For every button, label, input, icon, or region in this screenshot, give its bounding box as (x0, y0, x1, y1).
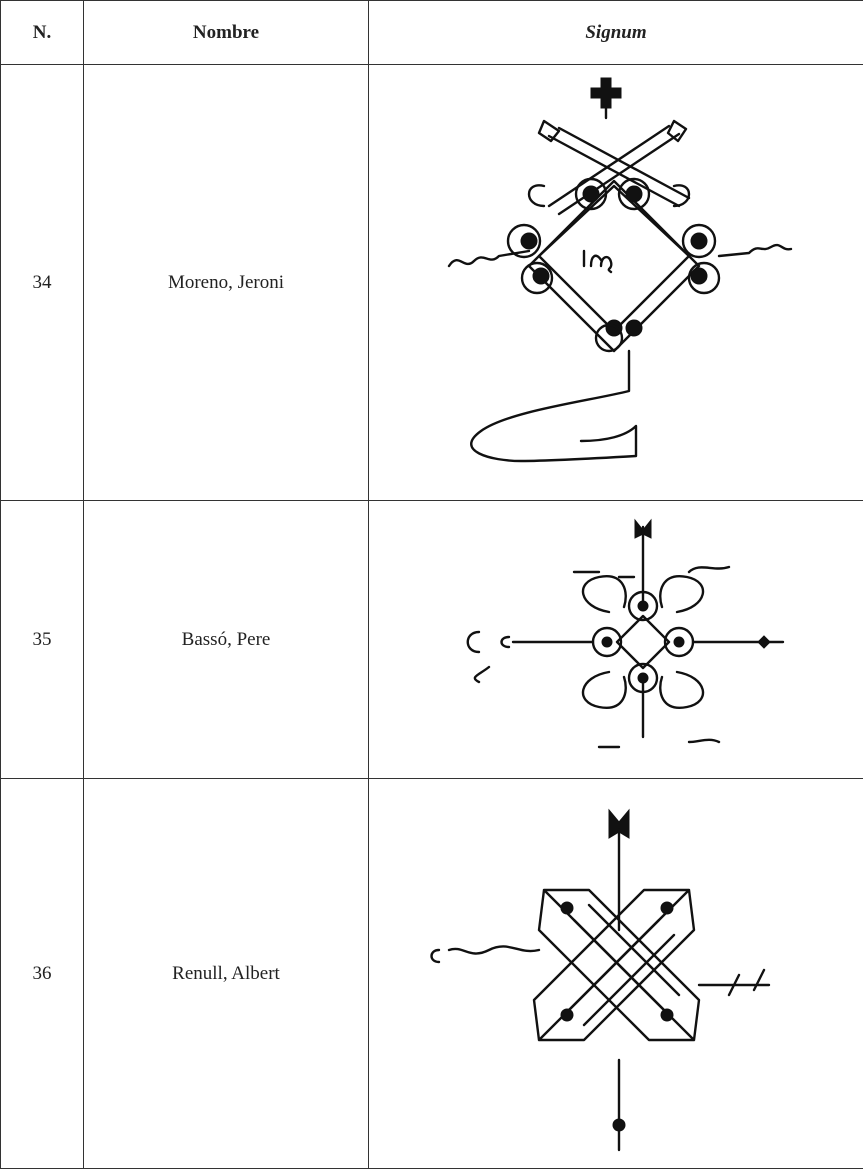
signum-cell (369, 779, 863, 1169)
ink-stroke (661, 1009, 673, 1021)
ink-stroke (661, 902, 673, 914)
ink-stroke (449, 245, 791, 266)
ink-stroke (691, 233, 707, 249)
header-cell: Signum (369, 1, 863, 65)
ink-stroke (606, 320, 622, 336)
ink-stroke (691, 268, 707, 284)
signum-drawing (369, 780, 863, 1168)
ink-stroke (626, 186, 642, 202)
signum-cell (369, 501, 863, 779)
ink-stroke (617, 616, 669, 668)
header-cell: Nombre (84, 1, 369, 65)
ink-stroke (638, 673, 648, 683)
ink-stroke (591, 78, 621, 108)
ink-stroke (583, 186, 599, 202)
ink-stroke (584, 251, 611, 272)
name-cell: Bassó, Pere (84, 501, 369, 779)
ink-stroke (638, 601, 648, 611)
ink-stroke (432, 946, 770, 995)
ink-stroke (626, 320, 642, 336)
ink-stroke (539, 121, 686, 141)
ink-stroke (613, 1119, 625, 1131)
signum-drawing (369, 502, 863, 778)
table-row: 36 Renull, Albert (1, 779, 863, 1169)
table-row: 34 Moreno, Jeroni (1, 65, 863, 501)
signum-cell (369, 65, 863, 501)
name-cell: Moreno, Jeroni (84, 65, 369, 501)
header-row: N. Nombre Signum (1, 1, 863, 65)
ink-stroke (468, 632, 783, 682)
number-cell: 34 (1, 65, 84, 501)
name-cell: Renull, Albert (84, 779, 369, 1169)
header-cell: N. (1, 1, 84, 65)
ink-stroke (549, 126, 689, 214)
number-cell: 35 (1, 501, 84, 779)
ink-stroke (602, 637, 612, 647)
ink-stroke (561, 1009, 573, 1021)
ink-stroke (471, 351, 636, 461)
ink-stroke (561, 902, 573, 914)
ink-stroke (758, 636, 770, 648)
ink-stroke (521, 233, 537, 249)
ink-stroke (674, 637, 684, 647)
ink-stroke (539, 186, 689, 331)
signum-drawing (369, 66, 863, 500)
table-row: 35 Bassó, Pere (1, 501, 863, 779)
ink-stroke (533, 268, 549, 284)
number-cell: 36 (1, 779, 84, 1169)
